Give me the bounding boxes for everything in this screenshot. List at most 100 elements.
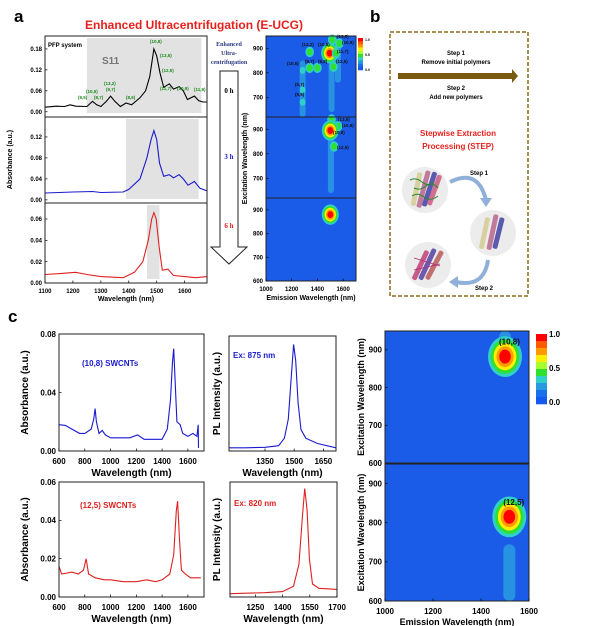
colorbar-swatch	[358, 54, 363, 58]
heatmap-spot	[333, 49, 339, 57]
x-tick-label: 600	[52, 457, 66, 466]
spot-label: (9,7)	[305, 59, 315, 64]
arrow-text-3: centrifugation	[211, 60, 248, 66]
heatmap-spot	[330, 63, 337, 71]
x-tick-label: 1400	[122, 289, 136, 295]
plot-panel	[229, 481, 338, 598]
y-tick-label: 0.04	[30, 177, 42, 183]
s11-label: S11	[102, 56, 120, 67]
heatmap-spot	[503, 509, 516, 524]
spot-label: (11,7)	[337, 49, 349, 54]
x-tick-label: 1200	[66, 289, 80, 295]
y-tick-label: 800	[369, 383, 383, 392]
y-tick-label: 0.00	[40, 447, 56, 456]
chart-2: 0.00 0.04 0.08 Absorbance (a.u.) 600 800 1000 1…	[20, 330, 205, 479]
y-tick-label: 0.12	[30, 68, 42, 74]
y-tick-label: 800	[369, 519, 383, 528]
series-annotation: (10,8) SWCNTs	[82, 359, 139, 368]
y-tick-label: 800	[253, 232, 264, 238]
spot-label: (9,8)	[318, 59, 328, 64]
y-tick-label: 0.02	[40, 554, 56, 563]
y-tick-label: 0.00	[30, 198, 42, 204]
x-tick-label: 1400	[153, 603, 171, 612]
colorbar-swatch	[536, 369, 547, 377]
peak-label: (13,5)	[160, 53, 172, 58]
colorbar-swatch	[358, 44, 363, 48]
heatmap-spot	[327, 127, 334, 134]
spectrum-line	[44, 128, 208, 194]
plot-panel: (13,5)(10,9) (10,8) (12,5) 700 800 900	[253, 114, 357, 199]
plot-frame	[58, 481, 205, 598]
chart-5: PL Intensity (a.u.) 1250 1400 1550 1700 Wavel…	[212, 481, 346, 625]
chart-1: (10,8)(13,5)(10,9)(11,7)(12,5)(13,2)(9,7…	[242, 34, 370, 302]
y-axis-label: Excitation Wavelength (nm)	[356, 338, 366, 456]
spot-label: (12,5)	[503, 498, 524, 507]
y-tick-label: 0.08	[40, 330, 56, 339]
plot-frame	[228, 335, 337, 452]
pfp-system-label: PFP system	[48, 43, 82, 49]
heatmap-background	[266, 117, 356, 198]
colorbar-swatch	[358, 38, 363, 42]
y-tick-label: 0.00	[30, 110, 42, 116]
colorbar-swatch	[536, 376, 547, 384]
x-axis-label: Wavelength (nm)	[91, 468, 171, 479]
x-axis-label: Wavelength (nm)	[98, 296, 154, 303]
arrow-text-2: Ultra-	[221, 51, 237, 57]
peak-label: (12,5)	[162, 68, 174, 73]
peak-label: (9,5)	[78, 95, 88, 100]
y-tick-label: 900	[253, 127, 264, 133]
y-axis-label: Absorbance (a.u.)	[7, 130, 14, 189]
y-tick-label: 900	[253, 208, 264, 214]
heatmap-spot	[336, 39, 343, 47]
colorbar-swatch	[358, 63, 363, 68]
peak-labels: (10,8) (13,5) (12,5) (11,7) (10,9) (11,9) (13,…	[78, 39, 206, 100]
peak-label: (11,7)	[160, 86, 172, 91]
heatmap-spot	[329, 36, 336, 44]
x-tick-label: 1350	[256, 457, 274, 466]
peak-label: (13,2)	[104, 81, 116, 86]
x-tick-label: 1200	[127, 457, 145, 466]
spot-label: (10,8)	[333, 130, 345, 135]
y-tick-label: 900	[369, 346, 383, 355]
heatmap-spot	[306, 48, 313, 56]
x-tick-label: 1000	[102, 603, 120, 612]
x-tick-label: 1200	[127, 603, 145, 612]
x-tick-label: 1650	[314, 457, 332, 466]
peak-label: (8,7)	[94, 95, 104, 100]
right-arrow-icon	[398, 69, 518, 83]
nanotube-bundle-rewrapped	[405, 242, 451, 288]
y-tick-label: 600	[253, 279, 264, 285]
heatmap-spot	[499, 349, 511, 364]
x-tick-label: 1200	[424, 607, 442, 616]
spot-label: (13,2)	[302, 42, 314, 47]
cycle-step2-label: Step 2	[475, 286, 494, 292]
y-axis-label: Absorbance (a.u.)	[20, 497, 31, 581]
heatmap-spot	[306, 64, 313, 72]
colorbar-tick-label: 0.5	[549, 364, 561, 373]
x-tick-label: 1600	[520, 607, 538, 616]
y-tick-label: 0.04	[30, 238, 42, 244]
chart-0: 0.00 0.06 0.12 0.18 0.00 0.04 0.08 0.12 0.00 0.02…	[7, 35, 208, 303]
spot-label: (10,5)	[287, 61, 299, 66]
x-tick-label: 1400	[274, 603, 292, 612]
colorbar-tick-label: 0.5	[365, 53, 370, 57]
chart-4: 0.00 0.02 0.04 0.06 Absorbance (a.u.) 600 800 1…	[20, 478, 205, 625]
heatmap-spot	[327, 211, 334, 219]
x-tick-label: 1000	[102, 457, 120, 466]
arrow-text-1: Enhanced	[216, 42, 242, 48]
x-tick-label: 1250	[246, 603, 264, 612]
x-tick-label: 1600	[336, 287, 350, 293]
x-tick-label: 1400	[472, 607, 490, 616]
x-tick-label: 1400	[311, 287, 325, 293]
y-tick-label: 0.08	[30, 156, 42, 162]
cycle-step1-label: Step 1	[470, 171, 489, 177]
plot-frame	[265, 197, 357, 282]
y-tick-label: 800	[253, 152, 264, 158]
plot-panel: (12,5) 600 700 800 900	[369, 463, 530, 606]
heatmap-spot	[314, 64, 321, 72]
x-tick-label: 1600	[179, 603, 197, 612]
x-axis-label: Emission Wavelength (nm)	[400, 617, 515, 626]
y-tick-label: 0.00	[30, 281, 42, 287]
